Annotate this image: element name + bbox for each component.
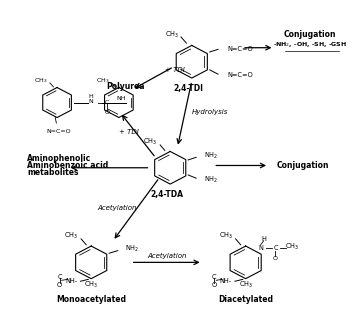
Text: C: C <box>273 245 278 251</box>
Text: CH$_3$: CH$_3$ <box>219 231 233 241</box>
Text: metabolites: metabolites <box>27 168 79 177</box>
Text: H: H <box>89 94 93 99</box>
Text: Acetylation: Acetylation <box>147 253 186 259</box>
Text: C: C <box>212 274 216 280</box>
Text: CH$_3$: CH$_3$ <box>64 231 79 241</box>
Text: C: C <box>105 100 109 105</box>
Text: N: N <box>89 99 93 104</box>
Text: NH-: NH- <box>66 278 77 284</box>
Text: NH$_2$: NH$_2$ <box>205 151 219 162</box>
Text: NH$_2$: NH$_2$ <box>205 175 219 185</box>
Text: Conjugation: Conjugation <box>284 30 337 38</box>
Text: 2,4-TDA: 2,4-TDA <box>150 190 183 199</box>
Text: O: O <box>104 110 109 115</box>
Text: + TDI: + TDI <box>119 129 139 135</box>
Text: CH$_3$: CH$_3$ <box>84 279 98 290</box>
Text: C: C <box>57 274 62 280</box>
Text: Aminobenzoic acid: Aminobenzoic acid <box>27 161 109 170</box>
Text: Aminophenolic: Aminophenolic <box>27 154 92 163</box>
Text: Conjugation: Conjugation <box>277 161 329 170</box>
Text: O: O <box>211 282 217 288</box>
Text: N=C=O: N=C=O <box>47 129 71 134</box>
Text: + TDI: + TDI <box>165 67 185 73</box>
Text: 2,4-TDI: 2,4-TDI <box>173 84 203 93</box>
Text: Monoacetylated: Monoacetylated <box>56 295 126 304</box>
Text: NH: NH <box>116 96 126 101</box>
Text: CH$_3$: CH$_3$ <box>165 30 179 40</box>
Text: NH-: NH- <box>220 278 232 284</box>
Text: Hydrolysis: Hydrolysis <box>191 109 228 115</box>
Text: H: H <box>261 236 266 242</box>
Text: N: N <box>258 245 263 251</box>
Text: O: O <box>57 282 62 288</box>
Text: N=C=O: N=C=O <box>227 46 253 52</box>
Text: Polyurea: Polyurea <box>106 82 144 91</box>
Text: -NH$_2$, -OH, -SH, -GSH: -NH$_2$, -OH, -SH, -GSH <box>273 40 347 49</box>
Text: CH$_3$: CH$_3$ <box>34 76 48 85</box>
Text: NH$_2$: NH$_2$ <box>125 244 140 254</box>
Text: N=C=O: N=C=O <box>227 72 253 78</box>
Text: CH$_3$: CH$_3$ <box>285 241 299 252</box>
Text: O: O <box>273 256 278 261</box>
Text: CH$_3$: CH$_3$ <box>96 76 109 85</box>
Text: Diacetylated: Diacetylated <box>218 295 273 304</box>
Text: Acetylation: Acetylation <box>97 205 137 211</box>
Text: CH$_3$: CH$_3$ <box>239 279 253 290</box>
Text: CH$_3$: CH$_3$ <box>143 137 157 147</box>
